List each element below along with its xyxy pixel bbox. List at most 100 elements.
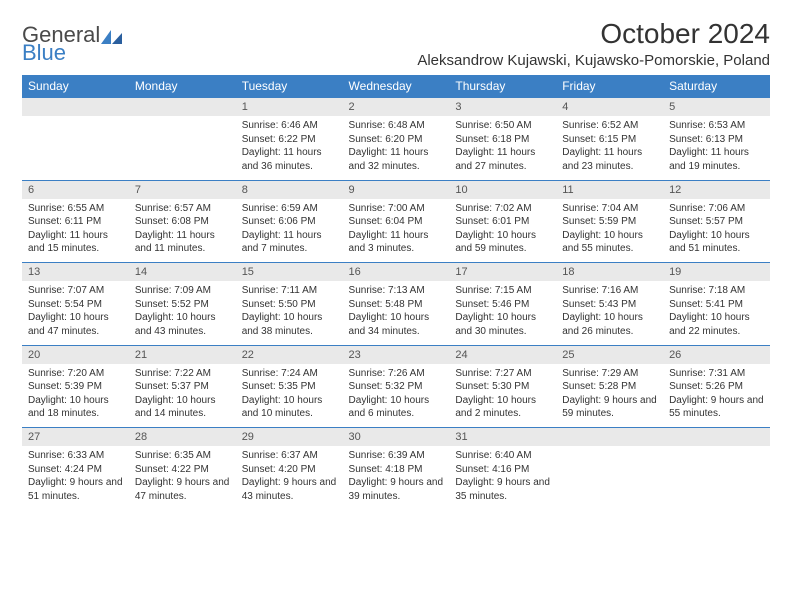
daylight-text: Daylight: 10 hours and 18 minutes. [28, 394, 123, 421]
sunset-text: Sunset: 5:35 PM [242, 380, 337, 394]
daylight-text: Daylight: 10 hours and 34 minutes. [349, 311, 444, 338]
day-number-cell: 15 [236, 263, 343, 282]
day-header: Monday [129, 75, 236, 98]
sunset-text: Sunset: 4:20 PM [242, 463, 337, 477]
sunrise-text: Sunrise: 6:50 AM [455, 119, 550, 133]
day-number-cell: 20 [22, 345, 129, 364]
day-detail-cell: Sunrise: 6:39 AMSunset: 4:18 PMDaylight:… [343, 446, 450, 510]
sunrise-text: Sunrise: 7:15 AM [455, 284, 550, 298]
daylight-text: Daylight: 10 hours and 10 minutes. [242, 394, 337, 421]
day-detail-cell: Sunrise: 7:20 AMSunset: 5:39 PMDaylight:… [22, 364, 129, 428]
sunrise-text: Sunrise: 7:16 AM [562, 284, 657, 298]
sunset-text: Sunset: 4:24 PM [28, 463, 123, 477]
daylight-text: Daylight: 10 hours and 51 minutes. [669, 229, 764, 256]
day-number-cell: 12 [663, 180, 770, 199]
day-number-cell: 11 [556, 180, 663, 199]
day-detail-cell: Sunrise: 6:37 AMSunset: 4:20 PMDaylight:… [236, 446, 343, 510]
day-number-cell: 18 [556, 263, 663, 282]
sunset-text: Sunset: 6:04 PM [349, 215, 444, 229]
daylight-text: Daylight: 10 hours and 55 minutes. [562, 229, 657, 256]
daylight-text: Daylight: 10 hours and 26 minutes. [562, 311, 657, 338]
sunrise-text: Sunrise: 7:26 AM [349, 367, 444, 381]
day-detail-cell: Sunrise: 7:26 AMSunset: 5:32 PMDaylight:… [343, 364, 450, 428]
sunrise-text: Sunrise: 7:07 AM [28, 284, 123, 298]
logo-text-blue: Blue [22, 42, 123, 64]
sunset-text: Sunset: 6:13 PM [669, 133, 764, 147]
sunset-text: Sunset: 6:06 PM [242, 215, 337, 229]
daylight-text: Daylight: 11 hours and 32 minutes. [349, 146, 444, 173]
day-number-cell: 7 [129, 180, 236, 199]
day-number-cell: 19 [663, 263, 770, 282]
daylight-text: Daylight: 11 hours and 23 minutes. [562, 146, 657, 173]
day-number-cell: 22 [236, 345, 343, 364]
daylight-text: Daylight: 9 hours and 51 minutes. [28, 476, 123, 503]
sunset-text: Sunset: 6:15 PM [562, 133, 657, 147]
day-detail-row: Sunrise: 6:46 AMSunset: 6:22 PM Daylight:… [22, 116, 770, 180]
sunset-text: Sunset: 4:22 PM [135, 463, 230, 477]
day-number-cell: 4 [556, 98, 663, 117]
daylight-text: Daylight: 10 hours and 47 minutes. [28, 311, 123, 338]
sunset-text: Sunset: 6:18 PM [455, 133, 550, 147]
sunset-text: Sunset: 6:22 PM [242, 133, 337, 147]
sunrise-text: Sunrise: 7:11 AM [242, 284, 337, 298]
sunrise-text: Sunrise: 6:53 AM [669, 119, 764, 133]
day-number-cell: 29 [236, 428, 343, 447]
sunrise-text: Sunrise: 6:52 AM [562, 119, 657, 133]
sunrise-text: Sunrise: 7:27 AM [455, 367, 550, 381]
sunset-text: Sunset: 6:01 PM [455, 215, 550, 229]
day-detail-cell: Sunrise: 7:06 AMSunset: 5:57 PMDaylight:… [663, 199, 770, 263]
sunrise-text: Sunrise: 6:48 AM [349, 119, 444, 133]
daylight-text: Daylight: 10 hours and 2 minutes. [455, 394, 550, 421]
daylight-text: Daylight: 11 hours and 11 minutes. [135, 229, 230, 256]
sunrise-text: Sunrise: 6:59 AM [242, 202, 337, 216]
sunrise-text: Sunrise: 7:18 AM [669, 284, 764, 298]
day-header-row: SundayMondayTuesdayWednesdayThursdayFrid… [22, 75, 770, 98]
title-block: October 2024 Aleksandrow Kujawski, Kujaw… [417, 18, 770, 69]
daylight-text: Daylight: 10 hours and 6 minutes. [349, 394, 444, 421]
day-number-cell: 5 [663, 98, 770, 117]
day-detail-cell [556, 446, 663, 510]
day-detail-cell: Sunrise: 7:02 AMSunset: 6:01 PMDaylight:… [449, 199, 556, 263]
sunset-text: Sunset: 5:41 PM [669, 298, 764, 312]
day-number-cell: 17 [449, 263, 556, 282]
sunrise-text: Sunrise: 7:04 AM [562, 202, 657, 216]
day-number-cell: 10 [449, 180, 556, 199]
day-detail-cell: Sunrise: 6:35 AMSunset: 4:22 PMDaylight:… [129, 446, 236, 510]
daylight-text: Daylight: 11 hours and 3 minutes. [349, 229, 444, 256]
daylight-text: Daylight: 11 hours and 27 minutes. [455, 146, 550, 173]
sunset-text: Sunset: 5:48 PM [349, 298, 444, 312]
day-number-cell: 25 [556, 345, 663, 364]
sunrise-text: Sunrise: 7:20 AM [28, 367, 123, 381]
day-header: Sunday [22, 75, 129, 98]
day-detail-cell: Sunrise: 7:24 AMSunset: 5:35 PMDaylight:… [236, 364, 343, 428]
sunrise-text: Sunrise: 7:06 AM [669, 202, 764, 216]
sunset-text: Sunset: 5:30 PM [455, 380, 550, 394]
day-detail-cell: Sunrise: 7:11 AMSunset: 5:50 PMDaylight:… [236, 281, 343, 345]
sunrise-text: Sunrise: 6:33 AM [28, 449, 123, 463]
day-detail-cell: Sunrise: 7:18 AMSunset: 5:41 PMDaylight:… [663, 281, 770, 345]
day-number-cell: 24 [449, 345, 556, 364]
daylight-text: Daylight: 10 hours and 38 minutes. [242, 311, 337, 338]
daylight-text: Daylight: 11 hours and 19 minutes. [669, 146, 764, 173]
day-number-cell: 6 [22, 180, 129, 199]
sunset-text: Sunset: 5:59 PM [562, 215, 657, 229]
sunrise-text: Sunrise: 7:02 AM [455, 202, 550, 216]
sunset-text: Sunset: 5:57 PM [669, 215, 764, 229]
daylight-text: Daylight: 9 hours and 59 minutes. [562, 394, 657, 421]
sunrise-text: Sunrise: 6:39 AM [349, 449, 444, 463]
day-number-cell: 26 [663, 345, 770, 364]
sunset-text: Sunset: 5:32 PM [349, 380, 444, 394]
sunrise-text: Sunrise: 6:46 AM [242, 119, 337, 133]
day-number-cell [556, 428, 663, 447]
day-number-cell: 1 [236, 98, 343, 117]
day-number-cell: 9 [343, 180, 450, 199]
sunset-text: Sunset: 5:28 PM [562, 380, 657, 394]
day-detail-cell: Sunrise: 7:31 AMSunset: 5:26 PMDaylight:… [663, 364, 770, 428]
day-number-cell [663, 428, 770, 447]
sunrise-text: Sunrise: 6:37 AM [242, 449, 337, 463]
daylight-text: Daylight: 11 hours and 7 minutes. [242, 229, 337, 256]
header: GeneralBlue October 2024 Aleksandrow Kuj… [22, 18, 770, 69]
day-detail-row: Sunrise: 6:33 AMSunset: 4:24 PMDaylight:… [22, 446, 770, 510]
sunset-text: Sunset: 5:39 PM [28, 380, 123, 394]
sunrise-text: Sunrise: 6:55 AM [28, 202, 123, 216]
